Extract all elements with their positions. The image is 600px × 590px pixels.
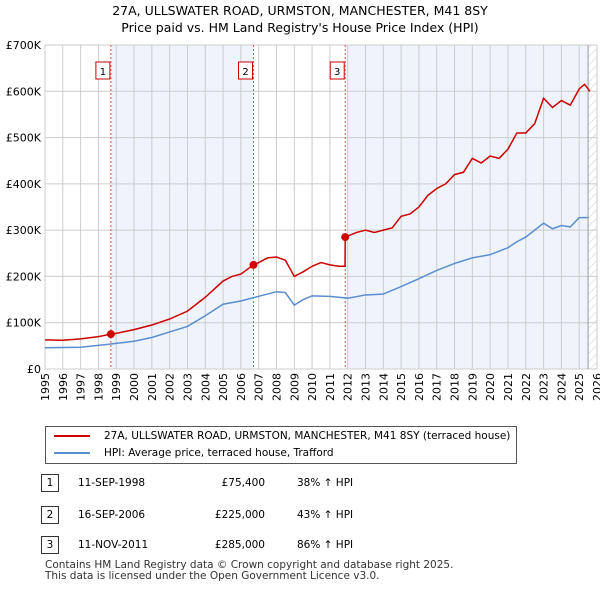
sale-point [249,260,258,269]
x-tick-label: 2005 [217,373,230,401]
legend-item-property: 27A, ULLSWATER ROAD, URMSTON, MANCHESTER… [54,430,510,442]
x-tick-label: 2021 [502,373,515,401]
hpi-change: 38% ↑ HPI [297,477,354,489]
x-tick-label: 2019 [466,373,479,401]
x-tick-label: 2011 [324,373,337,401]
x-tick-label: 2012 [342,373,355,401]
y-tick-label: £0 [27,363,41,376]
sale-marker-label: 1 [100,67,106,78]
x-tick-label: 2018 [449,373,462,401]
sale-point [106,330,115,339]
x-tick-label: 2016 [413,373,426,401]
x-tick-label: 2007 [253,373,266,401]
sale-date: 11-NOV-2011 [78,539,149,551]
sale-marker-label: 2 [242,67,248,78]
hpi-change: 86% ↑ HPI [297,539,354,551]
x-tick-label: 2024 [555,373,568,401]
x-tick-label: 2022 [520,373,533,401]
legend-label: HPI: Average price, terraced house, Traf… [104,447,334,459]
x-tick-label: 2000 [128,373,141,401]
series-line [44,216,589,349]
series-line [44,83,591,342]
table-row: 3 11-NOV-2011 £285,000 86% ↑ HPI [0,536,600,556]
sale-marker-box [238,61,254,80]
blue-line-swatch [54,452,90,454]
price-chart: 1995 1996 1997 1998 1999 2000 2001 2002 2003 2004… [6,39,600,401]
table-row: 1 11-SEP-1998 £75,400 38% ↑ HPI [0,474,600,494]
x-tick-label: 2009 [288,373,301,401]
legend-item-hpi: HPI: Average price, terraced house, Traf… [54,447,334,459]
x-tick-label: 2010 [306,373,319,401]
chart-subtitle: Price paid vs. HM Land Registry's House … [121,20,479,35]
x-tick-label: 2002 [164,373,177,401]
x-tick-label: 2013 [360,373,373,401]
marker-number: 3 [41,536,59,554]
sale-date: 11-SEP-1998 [78,477,146,489]
shaded-period [110,45,254,369]
x-tick-label: 2023 [538,373,551,401]
y-tick-label: £600K [6,85,42,98]
sale-marker-box [329,61,345,80]
legend-label: 27A, ULLSWATER ROAD, URMSTON, MANCHESTER… [104,430,511,442]
y-tick-label: £400K [6,178,42,191]
y-tick-label: £200K [6,270,42,283]
x-tick-label: 2001 [146,373,159,401]
sale-price: £225,000 [214,509,265,521]
x-tick-label: 2014 [377,373,390,401]
footer: Contains HM Land Registry data © Crown c… [45,560,453,582]
licence-text: This data is licensed under the Open Gov… [45,570,380,582]
y-tick-label: £300K [6,224,42,237]
forecast-hatch [588,45,597,369]
x-tick-label: 2025 [573,373,586,401]
x-tick-label: 2026 [591,373,600,401]
x-tick-label: 2004 [199,373,212,401]
sale-point [341,233,350,242]
y-tick-label: £500K [6,132,42,145]
y-tick-label: £700K [6,39,42,52]
sale-date: 16-SEP-2006 [78,509,146,521]
copyright-text: Contains HM Land Registry data © Crown c… [45,559,454,571]
x-tick-label: 2020 [484,373,497,401]
y-tick-label: £100K [6,317,42,330]
x-tick-label: 2008 [270,373,283,401]
legend: 27A, ULLSWATER ROAD, URMSTON, MANCHESTER… [45,426,517,464]
marker-number: 1 [41,474,59,492]
x-tick-label: 1996 [57,373,70,401]
x-tick-label: 1997 [75,373,88,401]
sale-marker-label: 3 [334,67,340,78]
sale-price: £285,000 [214,539,265,551]
x-tick-label: 1995 [39,373,52,401]
chart-title: 27A, ULLSWATER ROAD, URMSTON, MANCHESTER… [112,3,488,18]
table-row: 2 16-SEP-2006 £225,000 43% ↑ HPI [0,506,600,526]
x-tick-label: 2017 [431,373,444,401]
marker-number: 2 [41,506,59,524]
x-tick-label: 1999 [110,373,123,401]
sale-marker-box [95,61,111,80]
x-tick-label: 2015 [395,373,408,401]
x-tick-label: 1998 [92,373,105,401]
x-tick-label: 2006 [235,373,248,401]
hpi-change: 43% ↑ HPI [297,509,354,521]
x-tick-label: 2003 [181,373,194,401]
shaded-period [345,45,589,369]
sale-price: £75,400 [221,477,265,489]
red-line-swatch [54,435,90,437]
